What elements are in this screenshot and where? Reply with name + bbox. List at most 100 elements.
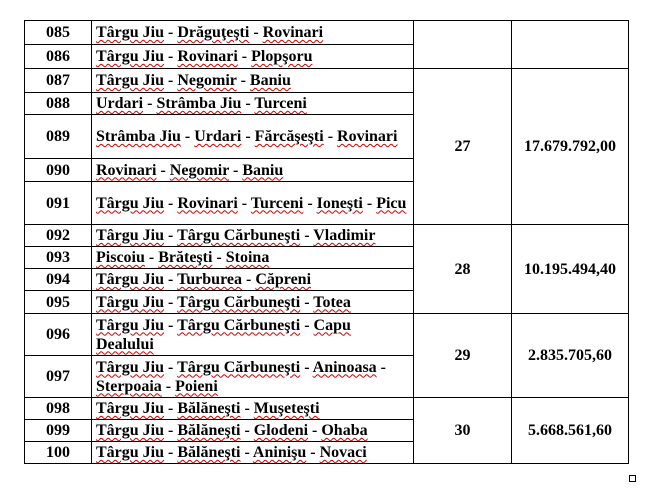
route-name: Târgu Jiu - Turburea - Căpreni bbox=[91, 268, 414, 291]
place-name: Bălăneşti bbox=[177, 400, 241, 417]
route-name: Târgu Jiu - Drăguţeşti - Rovinari bbox=[91, 20, 414, 45]
route-code: 096 bbox=[24, 313, 92, 356]
route-code: 093 bbox=[24, 246, 92, 269]
route-separator: - bbox=[156, 161, 170, 179]
lot-value bbox=[511, 20, 629, 69]
route-code: 086 bbox=[24, 44, 92, 69]
place-name: Urdari bbox=[194, 128, 242, 145]
route-code: 098 bbox=[24, 397, 92, 420]
route-separator: - bbox=[240, 444, 253, 461]
route-code: 090 bbox=[24, 158, 92, 182]
lot-value: 17.679.792,00 bbox=[511, 68, 629, 225]
route-separator: - bbox=[164, 316, 178, 334]
place-name: Sterpoaia bbox=[96, 377, 162, 395]
route-separator: - bbox=[237, 194, 251, 212]
route-separator: - bbox=[376, 358, 386, 376]
place-name: Picu bbox=[376, 194, 407, 212]
place-name: Turburea bbox=[177, 271, 242, 288]
place-name: Târgu Jiu bbox=[96, 422, 165, 439]
table-row: 096 Târgu Jiu - Târgu Cărbuneşti - Capu … bbox=[24, 313, 629, 398]
lot-value: 5.668.561,60 bbox=[511, 397, 629, 464]
place-name: Târgu Jiu bbox=[96, 444, 165, 461]
place-name: Târgu Jiu bbox=[96, 24, 165, 41]
route-separator: - bbox=[164, 400, 178, 417]
table-row: 092 Târgu Jiu - Târgu Cărbuneşti - Vladi… bbox=[24, 224, 629, 314]
place-name: Glodeni bbox=[253, 422, 309, 439]
route-separator: - bbox=[300, 293, 314, 311]
route-separator: - bbox=[161, 377, 176, 395]
table-row: 100 Târgu Jiu - Bălăneşti - Aninişu - No… bbox=[24, 441, 629, 464]
route-lot-table: 085 Târgu Jiu - Drăguţeşti - Rovinari 08… bbox=[24, 20, 629, 464]
route-code: 099 bbox=[24, 419, 92, 442]
lot-number: 30 bbox=[413, 397, 512, 464]
place-name: Piscoiu bbox=[96, 249, 145, 266]
place-name: Târgu Jiu bbox=[96, 293, 165, 311]
place-name: Turceni bbox=[250, 194, 304, 212]
table-resize-handle[interactable] bbox=[629, 475, 636, 482]
route-name: Rovinari - Negomir - Baniu bbox=[91, 158, 414, 182]
route-name: Târgu Jiu - Târgu Cărbuneşti - Vladimir bbox=[91, 224, 414, 247]
route-separator: - bbox=[300, 227, 314, 244]
place-name: Târgu Jiu bbox=[96, 271, 165, 288]
place-name: Ioneşti bbox=[316, 194, 363, 212]
route-separator: - bbox=[300, 316, 314, 334]
place-name: Urdari bbox=[96, 95, 144, 112]
place-name: Ohaba bbox=[321, 422, 368, 439]
route-name: Târgu Jiu - Bălăneşti - Aninişu - Novaci bbox=[91, 441, 414, 464]
place-name: Aninoasa bbox=[312, 358, 377, 376]
route-separator: - bbox=[164, 293, 178, 311]
table-row: 087 Târgu Jiu - Negomir - Baniu 27 17.67… bbox=[24, 68, 629, 225]
route-separator: - bbox=[164, 194, 178, 212]
table-body: 085 Târgu Jiu - Drăguţeşti - Rovinari 08… bbox=[24, 20, 629, 464]
route-separator: - bbox=[164, 227, 178, 244]
route-separator: - bbox=[164, 444, 178, 461]
place-name: Târgu Jiu bbox=[96, 48, 165, 65]
route-name: Târgu Jiu - Târgu Cărbuneşti - Aninoasa … bbox=[91, 355, 414, 398]
place-name: Drăguţeşti bbox=[177, 24, 250, 41]
place-name: Negomir bbox=[177, 72, 237, 89]
lot-number: 28 bbox=[413, 224, 512, 314]
route-name: Piscoiu - Brăteşti - Stoina bbox=[91, 246, 414, 269]
route-separator: - bbox=[249, 24, 263, 41]
route-separator: - bbox=[323, 128, 338, 145]
route-code: 089 bbox=[24, 114, 92, 159]
route-code: 095 bbox=[24, 290, 92, 314]
table-row: 086 Târgu Jiu - Rovinari - Plopşoru bbox=[24, 44, 629, 69]
lot-value: 10.195.494,40 bbox=[511, 224, 629, 314]
place-name: Poieni bbox=[175, 377, 218, 395]
place-name: Fărcăşeşti bbox=[254, 128, 324, 145]
place-name: Rovinari bbox=[262, 24, 324, 41]
route-separator: - bbox=[164, 24, 178, 41]
place-name: Târgu Jiu bbox=[96, 194, 165, 212]
place-name: Strâmba Jiu bbox=[156, 95, 242, 112]
place-name: Novaci bbox=[319, 444, 367, 461]
place-name: Turceni bbox=[254, 95, 307, 112]
route-code: 087 bbox=[24, 68, 92, 93]
route-separator: - bbox=[164, 358, 178, 376]
lot-number: 27 bbox=[413, 68, 512, 225]
place-name: Târgu Jiu bbox=[96, 400, 165, 417]
place-name: Plopşoru bbox=[251, 48, 313, 65]
place-name: Căpreni bbox=[255, 271, 312, 288]
place-name: Bălăneşti bbox=[177, 444, 241, 461]
place-name: Târgu Cărbuneşti bbox=[177, 358, 301, 376]
route-separator: - bbox=[300, 358, 313, 376]
place-name: Târgu Cărbuneşti bbox=[177, 293, 301, 311]
place-name: Capu Dealului bbox=[96, 316, 351, 353]
place-name: Brăteşti bbox=[158, 249, 213, 266]
route-separator: - bbox=[241, 95, 255, 112]
route-name: Târgu Jiu - Bălăneşti - Glodeni - Ohaba bbox=[91, 419, 414, 442]
table-row: 085 Târgu Jiu - Drăguţeşti - Rovinari bbox=[24, 20, 629, 69]
table-row: 095 Târgu Jiu - Târgu Cărbuneşti - Totea bbox=[24, 290, 629, 314]
route-separator: - bbox=[143, 95, 157, 112]
place-name: Târgu Cărbuneşti bbox=[177, 316, 301, 334]
place-name: Totea bbox=[313, 293, 351, 311]
route-separator: - bbox=[164, 271, 178, 288]
route-separator: - bbox=[229, 161, 243, 179]
place-name: Stoina bbox=[225, 249, 270, 266]
route-separator: - bbox=[180, 128, 195, 145]
route-code: 091 bbox=[24, 181, 92, 225]
route-name: Târgu Jiu - Târgu Cărbuneşti - Capu Deal… bbox=[91, 313, 414, 356]
place-name: Vladimir bbox=[313, 227, 376, 244]
table-row: 098 Târgu Jiu - Bălăneşti - Muşeteşti 30… bbox=[24, 397, 629, 464]
